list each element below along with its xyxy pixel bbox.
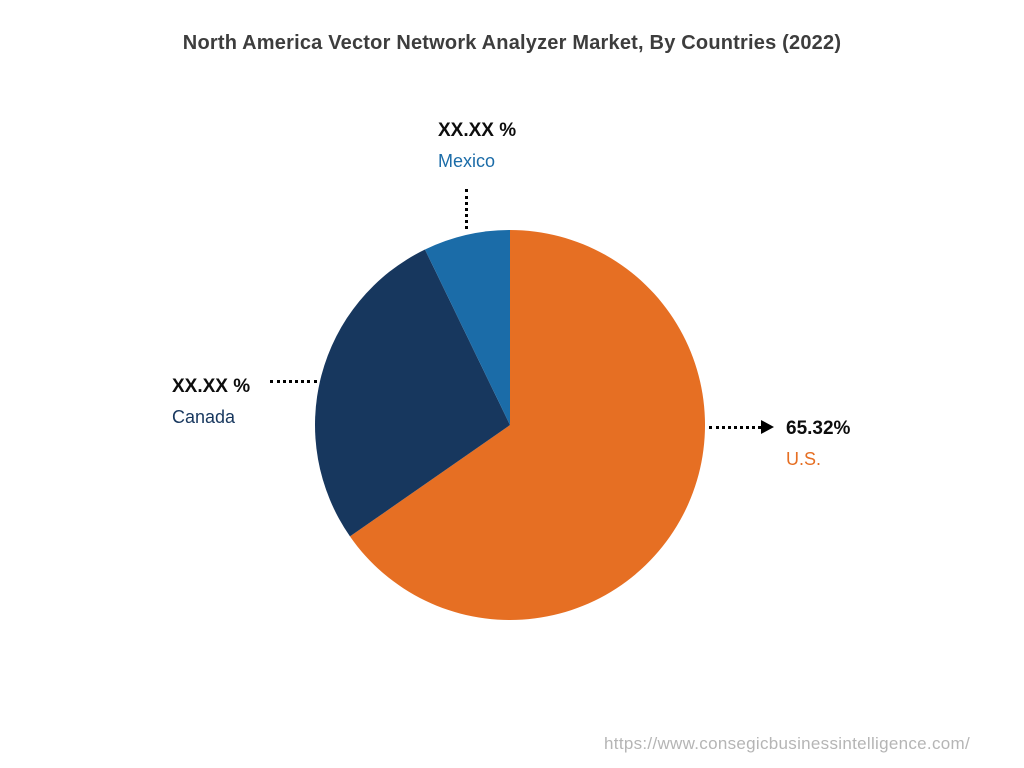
slice-label-mexico: XX.XX % Mexico: [438, 116, 516, 176]
chart-title: North America Vector Network Analyzer Ma…: [182, 32, 842, 54]
slice-label-canada: XX.XX % Canada: [172, 372, 250, 432]
leader-arrowhead-icon: [761, 420, 774, 434]
pie-slice-u-s: [349, 230, 705, 620]
pie-svg: [315, 230, 705, 620]
pie-slice-mexico: [424, 230, 510, 425]
leader-line-canada: [270, 380, 317, 383]
pie-chart: [315, 230, 705, 620]
slice-value-us: 65.32%: [786, 418, 851, 439]
slice-name-canada: Canada: [172, 407, 236, 427]
slice-label-us: 65.32% U.S.: [786, 414, 850, 474]
slice-name-us: U.S.: [786, 449, 822, 469]
slice-value-canada: XX.XX %: [172, 376, 251, 397]
slice-name-mexico: Mexico: [438, 151, 496, 171]
pie-slice-canada: [315, 249, 510, 537]
leader-line-mexico: [465, 189, 468, 229]
slice-value-mexico: XX.XX %: [438, 120, 517, 141]
leader-line-us: [709, 426, 761, 429]
source-url: https://www.consegicbusinessintelligence…: [604, 734, 970, 753]
